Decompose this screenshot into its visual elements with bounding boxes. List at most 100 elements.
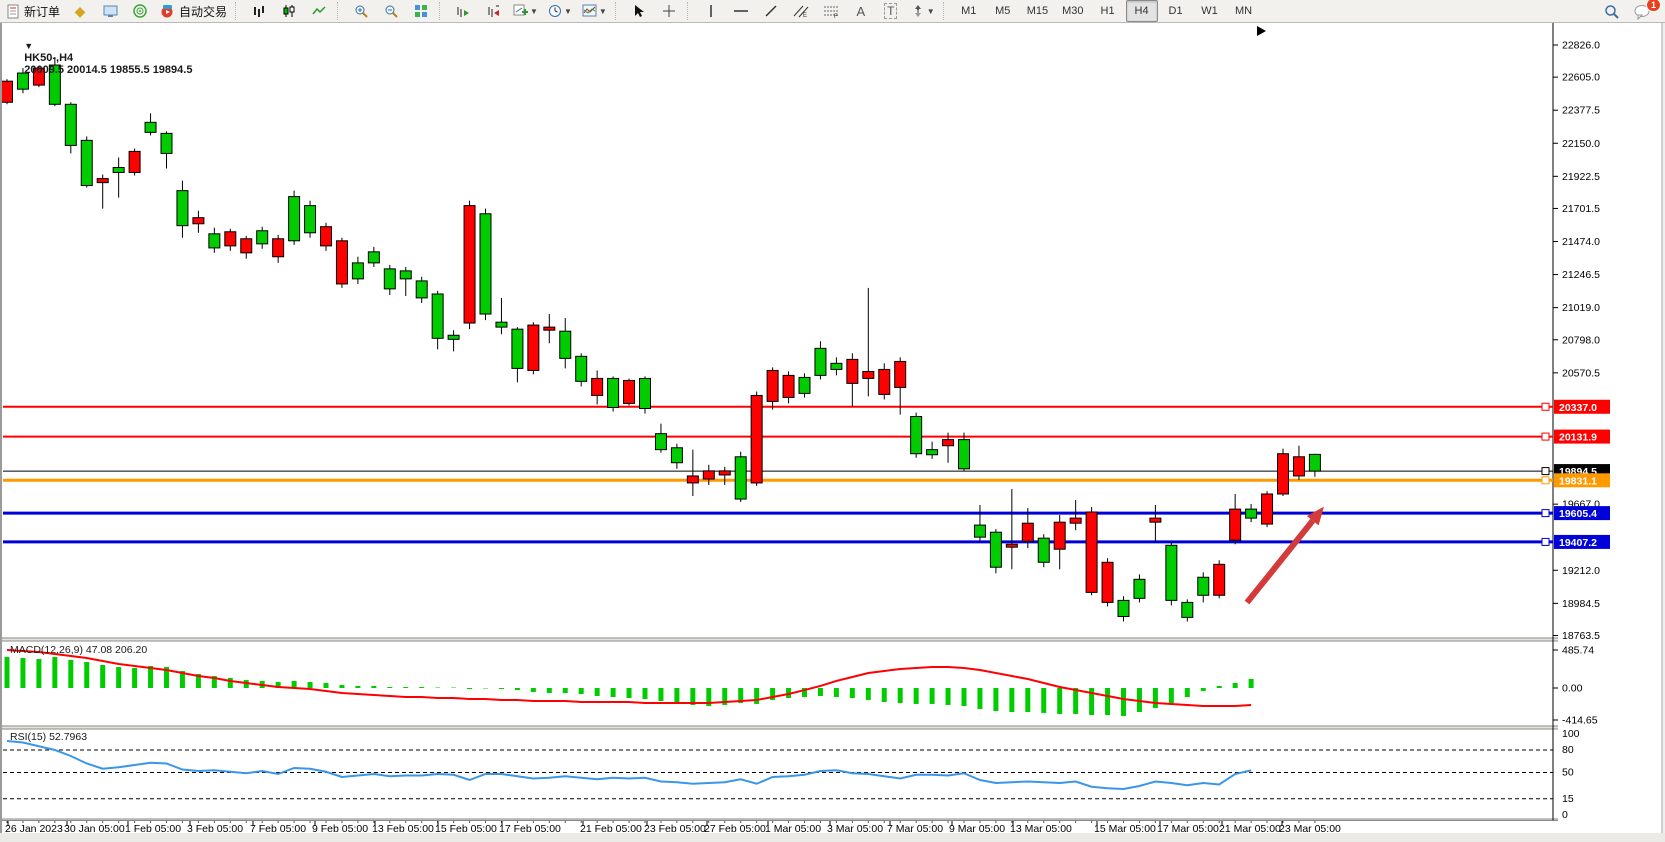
chart-shift-button[interactable] <box>449 0 477 22</box>
fibonacci-tool-button[interactable]: F <box>817 0 845 22</box>
candle-body-up[interactable] <box>654 433 667 451</box>
candle-body-down[interactable] <box>846 358 859 384</box>
candle-body-down[interactable] <box>463 205 476 324</box>
horizontal-line-tool-button[interactable] <box>727 0 755 22</box>
timeframe-mn-button[interactable]: MN <box>1234 5 1253 17</box>
candle-body-down[interactable] <box>1149 517 1162 523</box>
notifications-button[interactable]: 1 <box>1628 0 1661 23</box>
candle-body-down[interactable] <box>192 217 205 225</box>
candle-body-up[interactable] <box>1037 537 1050 563</box>
candle-body-down[interactable] <box>1053 521 1066 550</box>
candle-body-up[interactable] <box>639 377 651 410</box>
candle-body-up[interactable] <box>1308 453 1321 472</box>
profile-button[interactable]: ◆ <box>66 0 94 22</box>
candle-body-down[interactable] <box>1261 493 1274 525</box>
timeframe-m30-button[interactable]: M30 <box>1062 5 1084 17</box>
candle-body-up[interactable] <box>399 270 412 280</box>
vertical-line-tool-button[interactable] <box>697 0 725 22</box>
candle-body-up[interactable] <box>798 376 811 394</box>
candle-body-up[interactable] <box>160 132 173 154</box>
candle-body-down[interactable] <box>272 238 285 258</box>
candle-body-up[interactable] <box>144 121 157 133</box>
candle-body-down[interactable] <box>96 178 109 184</box>
candle-body-up[interactable] <box>304 205 317 234</box>
candle-body-up[interactable] <box>367 251 380 264</box>
candle-body-up[interactable] <box>447 334 460 340</box>
zoom-in-button[interactable] <box>347 0 375 22</box>
candle-body-up[interactable] <box>926 449 939 456</box>
candle-body-up[interactable] <box>64 103 77 146</box>
candle-body-up[interactable] <box>176 190 189 227</box>
candle-body-up[interactable] <box>910 416 923 455</box>
candle-body-down[interactable] <box>1213 563 1226 596</box>
candle-body-up[interactable] <box>575 355 588 382</box>
candle-body-down[interactable] <box>894 360 907 388</box>
candle-body-up[interactable] <box>1245 508 1258 519</box>
timeframe-d1-button[interactable]: D1 <box>1168 5 1183 17</box>
signals-button[interactable] <box>126 0 154 22</box>
candle-body-down[interactable] <box>543 326 556 331</box>
candle-body-down[interactable] <box>750 394 763 484</box>
candle-body-up[interactable] <box>208 233 221 249</box>
cursor-tool-button[interactable] <box>625 0 653 22</box>
candle-body-down[interactable] <box>942 439 955 447</box>
new-order-button[interactable]: 新订单 <box>3 0 64 22</box>
collapse-triangle-icon[interactable]: ▼ <box>24 41 34 51</box>
new-chart-button[interactable]: ▼ <box>509 0 542 22</box>
trend-arrow[interactable] <box>1244 518 1316 605</box>
candle-body-up[interactable] <box>989 531 1002 568</box>
trendline-tool-button[interactable] <box>757 0 785 22</box>
candle-body-up[interactable] <box>479 213 492 315</box>
indicators-button[interactable]: ▼ <box>578 0 611 22</box>
candle-body-down[interactable] <box>686 475 699 484</box>
auto-trading-button[interactable]: 自动交易 <box>156 0 231 22</box>
candlestick-chart-button[interactable] <box>275 0 303 22</box>
candle-body-up[interactable] <box>351 262 364 280</box>
candle-body-up[interactable] <box>431 293 444 339</box>
text-tool-button[interactable]: A <box>847 0 875 22</box>
timeframe-m5-button[interactable]: M5 <box>995 5 1011 17</box>
candle-body-up[interactable] <box>1117 599 1130 618</box>
zoom-out-button[interactable] <box>377 0 405 22</box>
auto-scroll-button[interactable] <box>479 0 507 22</box>
candle-body-up[interactable] <box>814 347 827 376</box>
candle-body-up[interactable] <box>495 321 508 328</box>
candle-body-down[interactable] <box>1085 511 1098 593</box>
candle-body-up[interactable] <box>48 64 61 105</box>
candle-body-down[interactable] <box>878 368 891 395</box>
tile-windows-button[interactable] <box>407 0 435 22</box>
timeframe-h1-button[interactable]: H1 <box>1100 5 1115 17</box>
candle-body-up[interactable] <box>256 230 269 245</box>
timeframe-m15-button[interactable]: M15 <box>1026 5 1049 17</box>
candle-body-up[interactable] <box>80 139 93 187</box>
chart-canvas[interactable]: 22826.0 22605.0 22377.5 22150.0 21922.5 21701… <box>2 23 1663 838</box>
candle-body-up[interactable] <box>511 328 524 369</box>
candle-body-up[interactable] <box>958 439 970 470</box>
candle-body-up[interactable] <box>830 362 843 370</box>
candle-body-up[interactable] <box>734 456 747 500</box>
chart-shift-marker[interactable] <box>1257 26 1266 36</box>
candle-body-up[interactable] <box>383 268 396 290</box>
candle-body-down[interactable] <box>1021 522 1034 542</box>
candle-body-down[interactable] <box>862 370 875 379</box>
candle-body-down[interactable] <box>718 470 731 476</box>
candle-body-down[interactable] <box>591 377 604 396</box>
candle-body-down[interactable] <box>320 226 332 247</box>
candle-body-up[interactable] <box>1133 578 1146 599</box>
candle-body-down[interactable] <box>240 238 253 254</box>
candle-body-up[interactable] <box>112 167 125 173</box>
candle-body-up[interactable] <box>607 377 620 409</box>
candle-body-down[interactable] <box>1277 453 1289 495</box>
channel-tool-button[interactable]: E <box>787 0 815 22</box>
candle-body-up[interactable] <box>1197 576 1210 596</box>
timeframe-m1-button[interactable]: M1 <box>961 5 977 17</box>
candle-body-up[interactable] <box>16 72 29 90</box>
period-button[interactable]: ▼ <box>544 0 576 22</box>
bar-chart-button[interactable] <box>245 0 273 22</box>
candle-body-down[interactable] <box>32 67 45 86</box>
candle-body-down[interactable] <box>766 369 779 402</box>
candle-body-up[interactable] <box>1165 544 1178 601</box>
shapes-tool-button[interactable]: ▼ <box>907 0 939 22</box>
candle-body-up[interactable] <box>415 280 428 299</box>
candle-body-down[interactable] <box>1005 543 1018 548</box>
